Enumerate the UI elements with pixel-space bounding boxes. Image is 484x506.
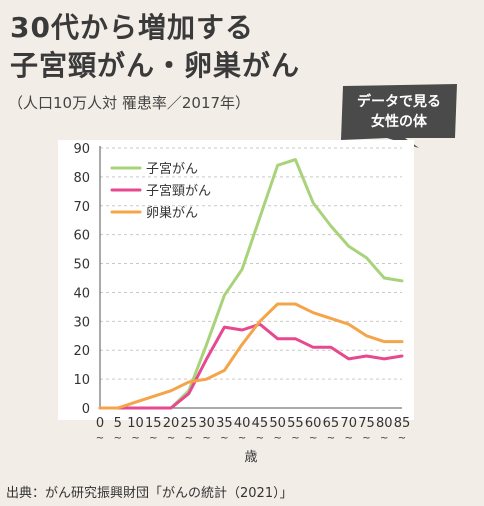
x-tick-label: 0	[96, 416, 104, 431]
x-tick-label: 30	[198, 416, 215, 431]
badge-line1: データで見る	[357, 94, 441, 110]
x-tick-label: 70	[340, 416, 357, 431]
x-tick-range-mark: ~	[185, 433, 193, 444]
series-line-3	[98, 302, 404, 410]
x-tick-label: 60	[305, 416, 322, 431]
x-tick-range-mark: ~	[273, 433, 281, 444]
series-line-2	[98, 322, 404, 410]
x-tick-label: 15	[145, 416, 162, 431]
y-tick-label: 90	[73, 142, 90, 157]
chart-title-line1: 30代から増加する	[10, 11, 254, 44]
source-citation: 出典：がん研究振興財団「がんの統計（2021）」	[6, 486, 293, 501]
x-tick-range-mark: ~	[114, 433, 122, 444]
x-tick-label: 25	[181, 416, 198, 431]
x-tick-range-mark: ~	[220, 433, 228, 444]
x-tick-label: 5	[114, 416, 122, 431]
chart-subtitle: （人口10万人対 罹患率／2017年）	[8, 94, 251, 112]
x-tick-range-mark: ~	[149, 433, 157, 444]
y-tick-label: 0	[82, 402, 90, 417]
x-tick-label: 80	[376, 416, 393, 431]
legend-label: 子宮がん	[146, 161, 198, 177]
x-tick-range-mark: ~	[309, 433, 317, 444]
x-tick-range-mark: ~	[96, 433, 104, 444]
x-tick-range-mark: ~	[167, 433, 175, 444]
x-tick-label: 40	[234, 416, 251, 431]
y-tick-label: 40	[73, 286, 90, 301]
speech-bubble-badge	[341, 84, 457, 148]
y-tick-label: 60	[73, 229, 90, 244]
x-tick-range-mark: ~	[256, 433, 264, 444]
x-tick-range-mark: ~	[202, 433, 210, 444]
x-tick-label: 65	[323, 416, 340, 431]
x-tick-label: 50	[269, 416, 286, 431]
x-tick-range-mark: ~	[291, 433, 299, 444]
x-tick-range-mark: ~	[362, 433, 370, 444]
badge-line2: 女性の体	[371, 114, 427, 130]
x-axis-label: 歳	[244, 450, 257, 465]
x-tick-label: 55	[287, 416, 304, 431]
y-tick-label: 50	[73, 258, 90, 273]
x-tick-range-mark: ~	[131, 433, 139, 444]
chart-title-line2: 子宮頸がん・卵巣がん	[10, 49, 301, 82]
x-tick-range-mark: ~	[327, 433, 335, 444]
y-tick-label: 30	[73, 315, 90, 330]
y-tick-label: 80	[73, 171, 90, 186]
badge-text: データで見る 女性の体	[335, 92, 463, 132]
y-tick-label: 70	[73, 200, 90, 215]
legend-label: 卵巣がん	[146, 206, 198, 221]
x-tick-label: 45	[252, 416, 269, 431]
legend-label: 子宮頸がん	[146, 183, 211, 199]
x-tick-label: 85	[394, 416, 411, 431]
y-tick-label: 20	[73, 344, 90, 359]
x-tick-range-mark: ~	[398, 433, 406, 444]
x-tick-range-mark: ~	[345, 433, 353, 444]
x-tick-label: 75	[358, 416, 375, 431]
x-tick-label: 20	[163, 416, 180, 431]
x-tick-label: 35	[216, 416, 233, 431]
x-tick-range-mark: ~	[380, 433, 388, 444]
y-tick-label: 10	[73, 373, 90, 388]
line-chart: 0 10 20 30 40 50 60 70 80 90 0 ~5 ~10 ~15 ~20 ~25 ~30 ~35…	[73, 142, 411, 465]
x-tick-range-mark: ~	[238, 433, 246, 444]
x-tick-label: 10	[127, 416, 144, 431]
